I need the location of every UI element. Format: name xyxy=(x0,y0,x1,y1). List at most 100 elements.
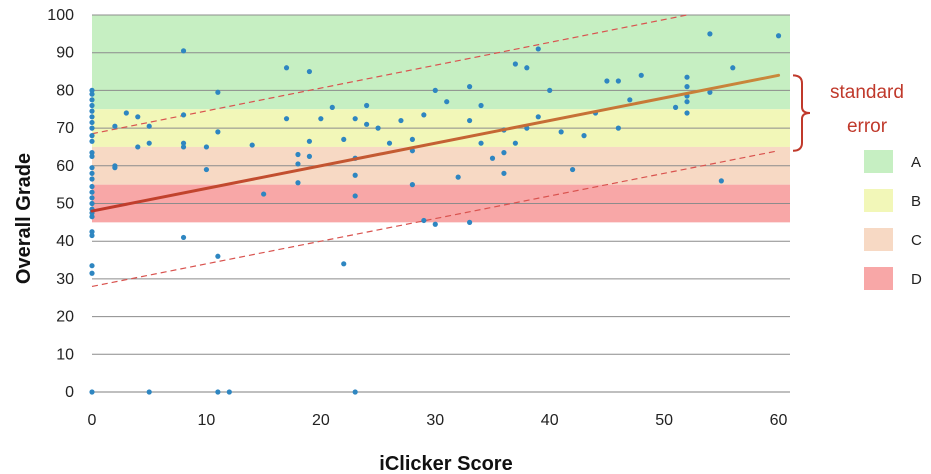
data-point xyxy=(89,91,95,97)
data-point xyxy=(421,217,427,224)
data-point xyxy=(489,155,496,161)
x-tick-label: 0 xyxy=(88,412,97,429)
data-point xyxy=(180,112,187,118)
gridlines xyxy=(92,14,790,393)
data-point xyxy=(547,87,553,93)
data-point xyxy=(89,195,95,201)
data-point xyxy=(604,78,610,84)
data-point xyxy=(364,102,370,109)
data-point xyxy=(215,253,221,259)
data-point xyxy=(89,102,95,109)
legend-swatch-b xyxy=(864,189,893,212)
standard-error-line xyxy=(91,150,779,288)
y-tick-label: 50 xyxy=(56,196,74,213)
data-point xyxy=(730,65,736,71)
data-point xyxy=(341,261,347,267)
data-point xyxy=(135,144,141,150)
data-point xyxy=(215,89,221,95)
data-point xyxy=(375,125,381,131)
data-point xyxy=(615,125,621,131)
data-point xyxy=(478,102,484,109)
legend-label-a: A xyxy=(911,154,921,171)
y-tick-label: 100 xyxy=(47,7,74,24)
data-point xyxy=(89,183,95,190)
data-points xyxy=(89,31,782,395)
data-point xyxy=(444,99,450,105)
data-point xyxy=(89,153,95,159)
data-point xyxy=(467,219,473,225)
data-point xyxy=(112,163,118,169)
data-point xyxy=(467,117,473,124)
data-point xyxy=(89,200,95,207)
data-point xyxy=(341,136,347,143)
data-point xyxy=(89,389,95,395)
data-point xyxy=(306,68,313,75)
data-point xyxy=(524,65,530,71)
legend-swatch-a xyxy=(864,150,893,173)
data-point xyxy=(146,389,152,395)
data-point xyxy=(203,144,210,150)
data-point xyxy=(215,129,221,135)
data-point xyxy=(672,104,679,110)
data-point xyxy=(146,140,152,146)
data-point xyxy=(180,144,187,150)
legend-label-b: B xyxy=(911,193,921,210)
standard-error-line xyxy=(91,14,688,135)
data-point xyxy=(558,129,564,135)
data-point xyxy=(89,125,95,131)
data-point xyxy=(180,48,187,54)
data-point xyxy=(89,170,95,176)
data-point xyxy=(421,112,427,118)
trend-line xyxy=(90,73,781,213)
data-point xyxy=(352,193,358,199)
y-axis-title: Overall Grade xyxy=(13,153,35,284)
data-point xyxy=(707,89,713,95)
data-point xyxy=(684,74,690,80)
legend-label-d: D xyxy=(911,271,922,288)
y-tick-label: 20 xyxy=(56,309,74,326)
data-point xyxy=(329,104,335,110)
trend-line-group xyxy=(90,73,781,213)
y-tick-label: 30 xyxy=(56,271,74,288)
data-point xyxy=(615,78,621,84)
data-point xyxy=(352,172,358,178)
data-point xyxy=(409,182,415,188)
data-point xyxy=(89,214,95,220)
data-point xyxy=(409,136,415,143)
data-point xyxy=(512,140,518,146)
data-point xyxy=(569,166,576,173)
data-point xyxy=(318,116,324,122)
standard-error-label: standard error xyxy=(830,82,904,137)
y-tick-label: 10 xyxy=(56,346,74,363)
data-point xyxy=(283,116,290,122)
data-point xyxy=(386,140,393,146)
data-point xyxy=(89,270,95,276)
data-point xyxy=(89,97,95,103)
data-point xyxy=(684,84,690,90)
data-point xyxy=(432,221,438,227)
data-point xyxy=(180,140,187,146)
legend-label-c: C xyxy=(911,232,922,249)
data-point xyxy=(226,389,232,395)
data-point xyxy=(775,33,782,39)
x-tick-label: 60 xyxy=(770,412,788,429)
x-tick-labels: 0 10 20 30 40 50 60 xyxy=(88,412,788,429)
data-point xyxy=(352,389,358,395)
data-point xyxy=(89,119,95,126)
data-point xyxy=(718,178,724,184)
data-point xyxy=(295,180,301,186)
data-point xyxy=(89,189,95,195)
x-tick-label: 40 xyxy=(541,412,559,429)
data-point xyxy=(146,123,152,129)
legend-swatch-d xyxy=(864,267,893,290)
y-tick-label: 80 xyxy=(56,82,74,99)
data-point xyxy=(89,114,95,120)
data-point xyxy=(135,114,141,120)
data-point xyxy=(89,133,95,139)
data-point xyxy=(512,61,518,67)
data-point xyxy=(123,110,129,116)
data-point xyxy=(89,138,95,144)
bracket-path xyxy=(792,74,811,152)
data-point xyxy=(261,191,267,197)
